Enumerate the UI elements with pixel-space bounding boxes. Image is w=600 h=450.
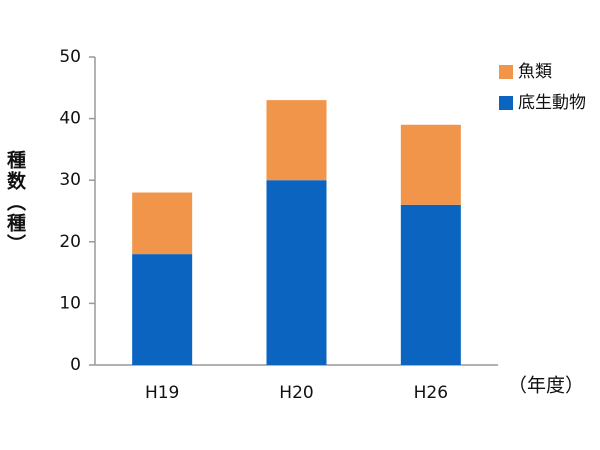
bar-segment	[132, 254, 193, 365]
x-tick-label: H20	[279, 383, 313, 403]
y-tick-label: 30	[59, 170, 81, 190]
bar-segment	[266, 180, 327, 365]
legend-swatch	[499, 65, 513, 79]
y-tick-label: 50	[59, 47, 81, 67]
x-tick-label: H26	[414, 383, 448, 403]
y-axis-label: 種数（種）	[4, 150, 26, 255]
bar-segment	[400, 124, 461, 205]
y-tick-label: 0	[70, 355, 81, 375]
legend-label: 魚類	[518, 62, 552, 82]
legend-swatch	[499, 96, 513, 110]
y-tick-label: 10	[59, 293, 81, 313]
y-tick-label: 40	[59, 109, 81, 129]
bar-segment	[266, 100, 327, 181]
bar-segment	[400, 204, 461, 365]
x-tick-label: H19	[145, 383, 179, 403]
y-tick-label: 20	[59, 232, 81, 252]
x-axis-label: （年度）	[508, 375, 584, 397]
bar-segment	[132, 192, 193, 255]
legend-label: 底生動物	[518, 93, 586, 113]
